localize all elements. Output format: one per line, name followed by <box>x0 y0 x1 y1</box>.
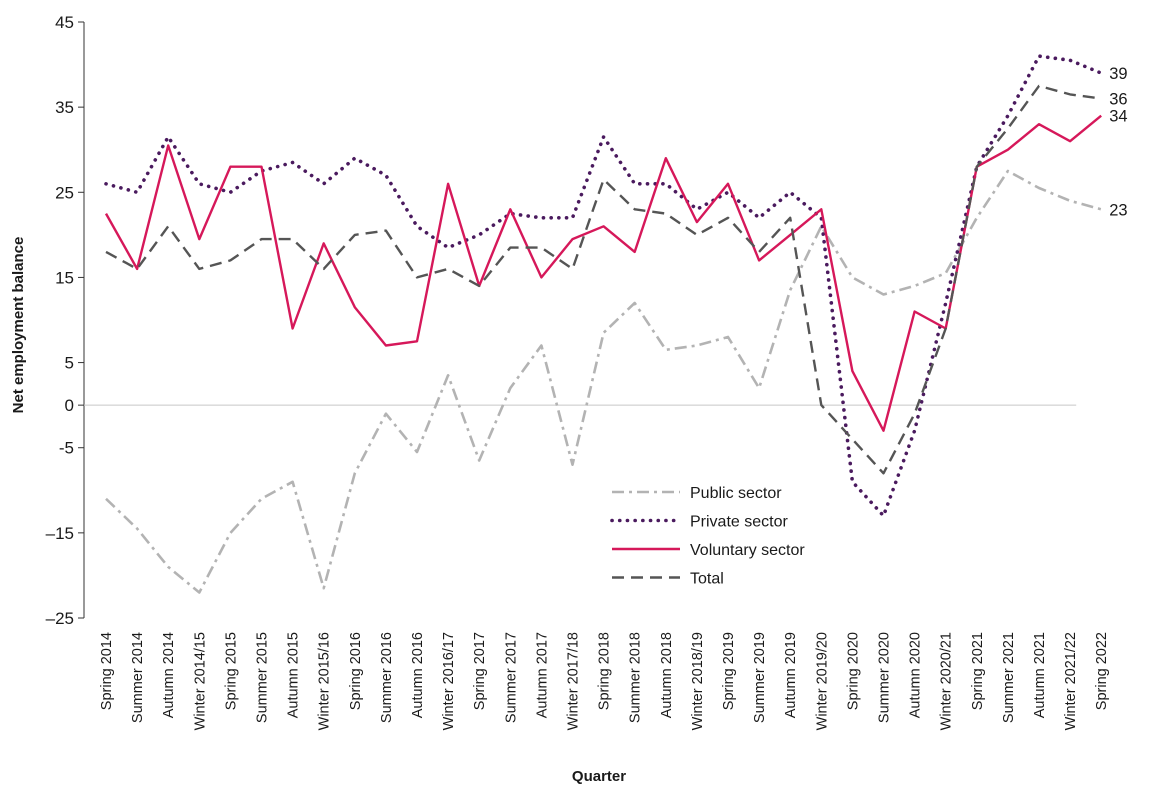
end-label-public-sector: 23 <box>1109 201 1127 219</box>
legend-label: Private sector <box>690 514 788 531</box>
legend: Public sector Private sector Voluntary sec… <box>610 485 805 588</box>
x-tick-label: Summer 2020 <box>877 632 893 723</box>
x-tick-label: Autumn 2018 <box>659 632 675 718</box>
x-axis-title: Quarter <box>572 768 626 785</box>
x-tick-label: Winter 2016/17 <box>441 632 457 730</box>
series-line-public-sector <box>105 169 1102 594</box>
legend-item: Public sector <box>612 485 782 502</box>
x-tick-label: Summer 2015 <box>255 632 271 723</box>
x-tick-label: Spring 2015 <box>223 632 239 710</box>
y-tick-label: 45 <box>55 13 74 32</box>
y-tick-label: 15 <box>55 268 74 287</box>
x-tick-label: Spring 2016 <box>348 632 364 710</box>
x-tick-label: Summer 2021 <box>1001 632 1017 723</box>
axes: –25 –15 -5 0 5 15 25 35 45 Spring 2014 Summer 2014… <box>46 13 1111 730</box>
x-tick-label: Winter 2014/15 <box>192 632 208 730</box>
x-tick-label: Spring 2022 <box>1094 632 1110 710</box>
x-tick-label: Spring 2021 <box>970 632 986 710</box>
x-tick-label: Autumn 2020 <box>908 632 924 718</box>
x-tick-label: Winter 2021/22 <box>1063 632 1079 730</box>
series-layer <box>104 54 1103 594</box>
x-tick-label: Summer 2014 <box>130 632 146 723</box>
y-tick-label: –15 <box>46 524 74 543</box>
x-tick-label: Autumn 2014 <box>161 632 177 718</box>
end-label-private-sector: 39 <box>1109 65 1127 83</box>
x-tick-label: Spring 2014 <box>99 632 115 710</box>
x-tick-label: Summer 2016 <box>379 632 395 723</box>
y-axis-title: Net employment balance <box>10 237 27 414</box>
x-tick-label: Winter 2017/18 <box>566 632 582 730</box>
x-tick-label: Winter 2018/19 <box>690 632 706 730</box>
legend-label: Public sector <box>690 485 782 502</box>
x-tick-label: Spring 2018 <box>597 632 613 710</box>
y-tick-label: 25 <box>55 183 74 202</box>
legend-item: Voluntary sector <box>612 542 805 559</box>
x-tick-label: Winter 2019/20 <box>814 632 830 730</box>
x-tick-label: Summer 2019 <box>752 632 768 723</box>
x-tick-label: Summer 2018 <box>628 632 644 723</box>
x-tick-label: Autumn 2016 <box>410 632 426 718</box>
x-tick-label: Spring 2017 <box>472 632 488 710</box>
x-tick-label: Spring 2020 <box>845 632 861 710</box>
x-tick-label: Autumn 2019 <box>783 632 799 718</box>
y-tick-label: -5 <box>59 439 74 458</box>
y-tick-label: –25 <box>46 609 74 628</box>
x-tick-label: Autumn 2021 <box>1032 632 1048 718</box>
x-tick-label: Autumn 2015 <box>286 632 302 718</box>
series-line-private-sector <box>104 54 1103 518</box>
legend-label: Voluntary sector <box>690 542 805 559</box>
x-tick-label: Autumn 2017 <box>534 632 550 718</box>
x-tick-label: Summer 2017 <box>503 632 519 723</box>
y-tick-label: 0 <box>65 396 74 415</box>
x-tick-label: Winter 2020/21 <box>939 632 955 730</box>
y-tick-label: 5 <box>65 354 74 373</box>
series-line-voluntary-sector <box>104 114 1102 432</box>
legend-item: Total <box>612 571 724 588</box>
legend-label: Total <box>690 571 724 588</box>
end-label-voluntary-sector: 34 <box>1109 108 1127 126</box>
legend-item: Private sector <box>610 514 788 531</box>
series-line-total <box>105 84 1102 475</box>
y-tick-label: 35 <box>55 98 74 117</box>
end-label-total: 36 <box>1109 91 1127 109</box>
x-tick-label: Spring 2019 <box>721 632 737 710</box>
x-tick-label: Winter 2015/16 <box>317 632 333 730</box>
